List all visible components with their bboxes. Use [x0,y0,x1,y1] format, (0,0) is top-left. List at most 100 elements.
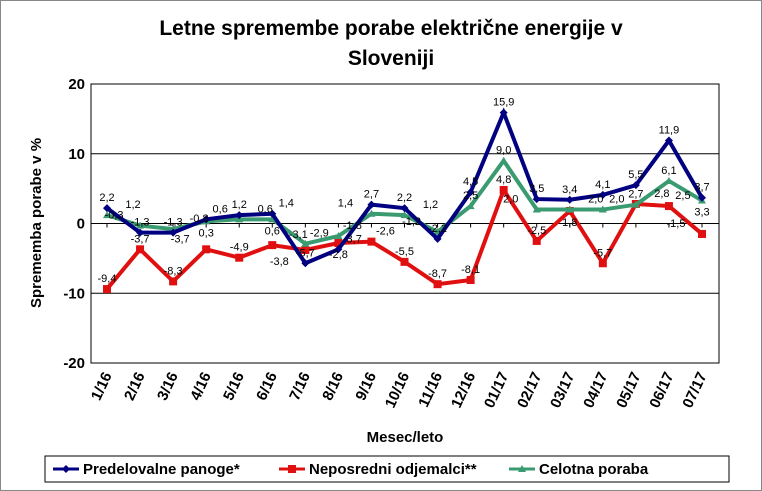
data-point [400,204,409,213]
x-tick-label: 01/17 [481,370,512,411]
data-label: 4,1 [595,179,610,191]
data-point [466,275,475,284]
data-label: 5,5 [628,169,643,181]
data-label: -1,3 [131,217,150,229]
x-tick-label: 6/16 [253,370,281,404]
data-label: -8,3 [164,265,183,277]
x-tick-label: 07/17 [679,370,710,411]
data-point [532,195,541,204]
data-label: 2,2 [397,192,412,204]
data-label: -2,8 [329,249,348,261]
data-point [103,204,111,213]
data-point [598,259,607,268]
y-tick-label: 10 [68,146,85,163]
data-label: -1,8 [343,220,362,232]
chart-title: Sloveniji [348,47,434,70]
data-label: 2,5 [675,190,690,202]
data-point [334,232,343,240]
data-point [698,193,706,202]
data-label: -2,5 [527,225,546,237]
x-tick-label: 7/16 [286,370,314,404]
data-point [202,245,211,254]
x-tick-label: 9/16 [352,370,380,404]
data-label: -1,5 [667,218,686,230]
data-label: 2,0 [588,194,603,206]
data-point [268,241,277,250]
data-label: 3,4 [562,184,577,196]
y-tick-label: 0 [77,216,85,233]
legend-label: Predelovalne panoge* [83,461,240,478]
legend-marker [288,465,296,473]
data-label: -3,7 [171,233,190,245]
data-label: -5,5 [395,246,414,258]
x-tick-label: 02/17 [514,370,545,411]
x-tick-label: 06/17 [646,370,677,411]
data-point [367,200,376,209]
data-label: 2,8 [654,188,669,200]
data-label: 1,2 [232,199,247,211]
data-label: 0,6 [213,203,228,215]
y-axis-label: Sprememba porabe v % [28,138,45,308]
data-label: -0,8 [190,213,209,225]
series-1 [103,185,706,294]
data-label: 11,9 [659,124,680,136]
x-tick-label: 12/16 [448,370,479,411]
data-label: 6,1 [661,165,676,177]
y-tick-label: -20 [63,355,85,372]
data-point [367,209,376,217]
data-label: 4,5 [463,176,478,188]
data-point [136,245,145,254]
x-tick-label: 8/16 [319,370,347,404]
data-point [631,181,640,190]
data-point [664,136,673,145]
data-label: -3,7 [131,233,150,245]
data-label: 3,5 [529,183,544,195]
data-point [433,280,442,289]
legend [44,455,730,483]
x-tick-label: 1/16 [88,370,116,404]
data-point [301,259,310,268]
data-point [598,205,607,213]
x-axis-label: Mesec/leto [367,429,444,446]
data-label: -1,2 [402,216,421,228]
x-tick-label: 05/17 [613,370,644,411]
data-label: 1,2 [125,199,140,211]
data-point [136,221,145,229]
x-tick-label: 2/16 [121,370,149,404]
data-point [598,190,607,199]
data-label: -0,3 [105,210,124,222]
data-point [301,246,310,255]
data-label: 4,8 [496,174,511,186]
data-point [334,239,343,248]
data-label: 0,6 [265,225,280,237]
x-tick-label: 5/16 [220,370,248,404]
data-label: -2,9 [310,228,329,240]
data-point [400,211,409,219]
data-label: 2,2 [99,192,114,204]
data-label: -5,7 [593,247,612,259]
data-label: -4,9 [230,242,249,254]
data-label: 2,0 [609,194,624,206]
data-point [466,202,475,210]
data-label: 1,4 [338,198,353,210]
data-label: 0,6 [258,203,273,215]
x-tick-label: 3/16 [154,370,182,404]
data-label: 0,3 [199,227,214,239]
data-label: -2,2 [428,223,447,235]
data-label: 2,5 [463,190,478,202]
data-point [235,211,244,220]
legend-marker [62,465,70,473]
data-point [202,215,211,224]
data-label: 2,7 [364,189,379,201]
legend-marker [518,465,526,472]
chart-title: Letne spremembe porabe električne energi… [159,17,623,40]
data-label: 9,0 [496,145,511,157]
data-point [433,234,442,243]
data-label: 1,8 [562,217,577,229]
data-label: 2,7 [628,189,643,201]
data-point [103,285,111,294]
data-label: 2,0 [503,194,518,206]
data-point [499,108,508,117]
x-tick-label: 10/16 [382,370,413,411]
